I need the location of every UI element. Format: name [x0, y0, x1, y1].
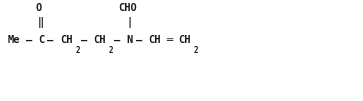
- Text: Me: Me: [7, 35, 20, 45]
- Text: C: C: [38, 35, 44, 45]
- Text: CH: CH: [60, 35, 72, 45]
- Text: ═: ═: [166, 35, 172, 45]
- Text: 2: 2: [194, 46, 199, 55]
- Text: 2: 2: [109, 46, 114, 55]
- Text: ‖: ‖: [38, 17, 44, 28]
- Text: —: —: [26, 35, 32, 45]
- Text: CH: CH: [179, 35, 191, 45]
- Text: —: —: [136, 35, 142, 45]
- Text: O: O: [36, 3, 42, 13]
- Text: CH: CH: [94, 35, 106, 45]
- Text: —: —: [47, 35, 53, 45]
- Text: 2: 2: [76, 46, 80, 55]
- Text: CH: CH: [148, 35, 160, 45]
- Text: N: N: [126, 35, 132, 45]
- Text: |: |: [126, 17, 132, 28]
- Text: —: —: [81, 35, 87, 45]
- Text: CHO: CHO: [118, 3, 137, 13]
- Text: —: —: [114, 35, 120, 45]
